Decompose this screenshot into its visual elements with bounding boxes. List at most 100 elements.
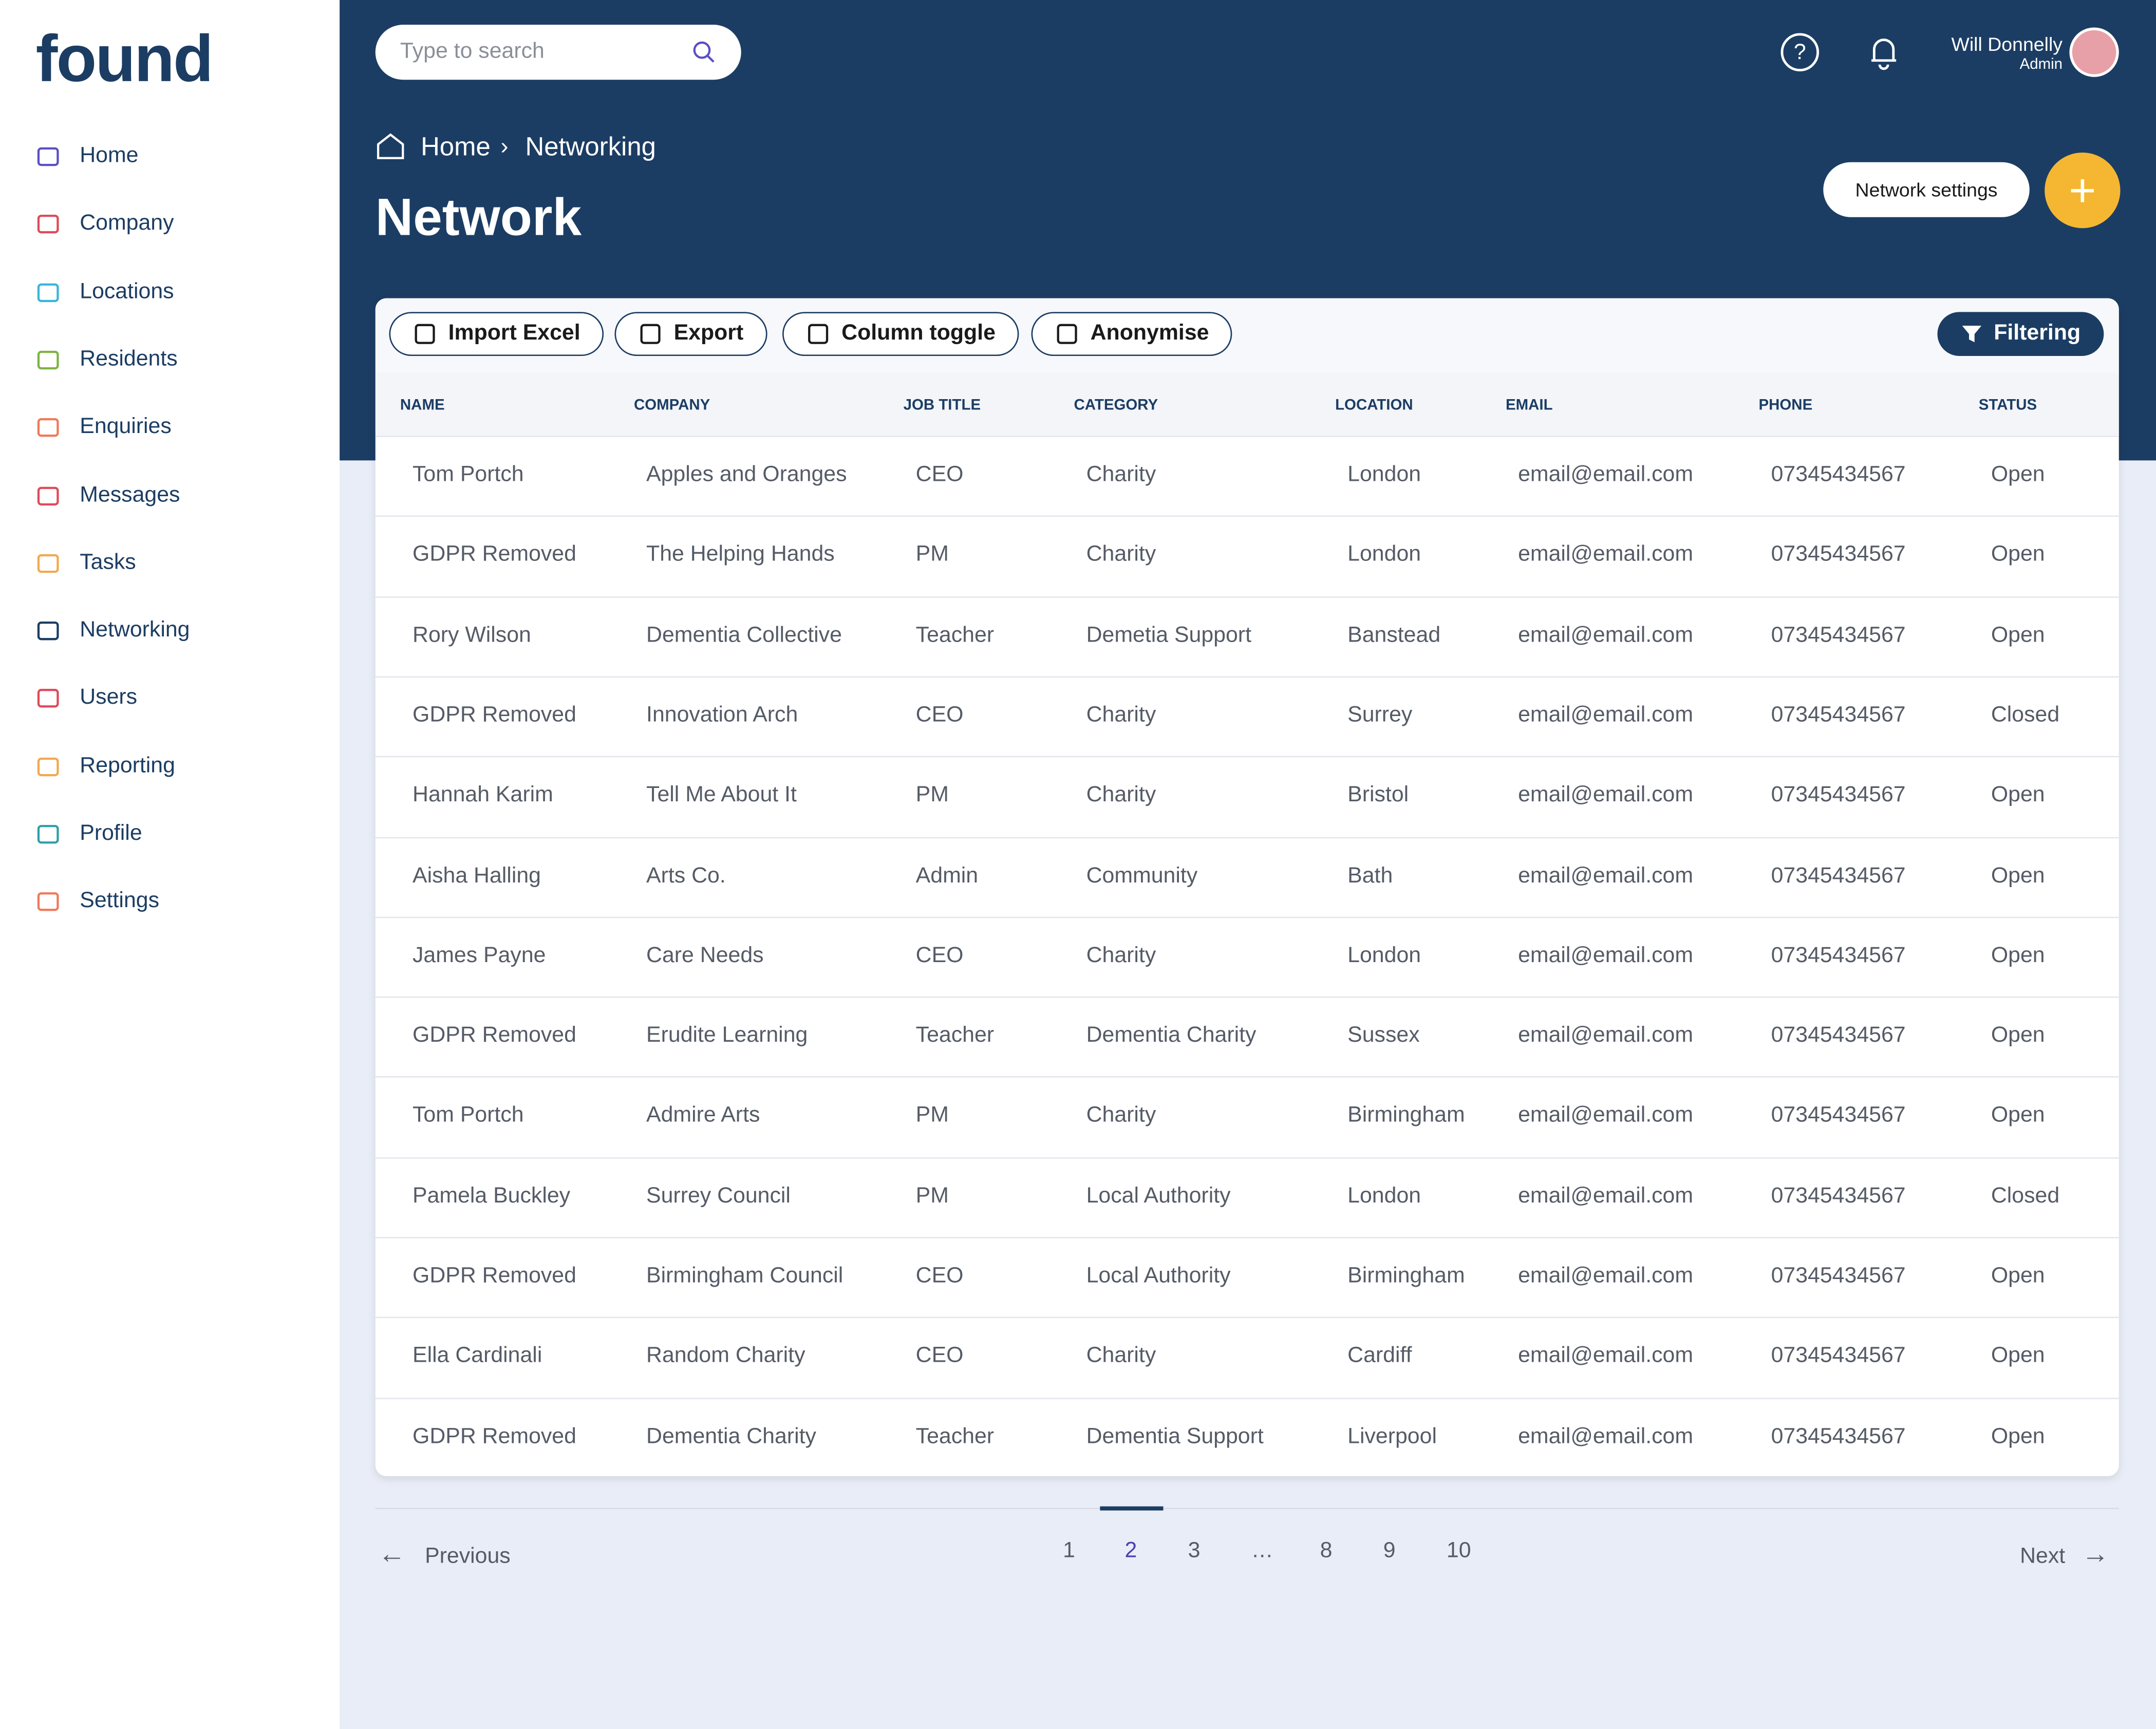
toolbar: Import Excel Export Column toggle Anonymise… — [375, 298, 2119, 373]
table-cell: Liverpool — [1347, 1424, 1437, 1449]
table-row[interactable]: Ella Cardinali Random Charity CEO Charity Ca… — [375, 1317, 2119, 1398]
settings-button[interactable]: Network settings — [1823, 162, 2030, 217]
page-number[interactable]: 9 — [1383, 1539, 1396, 1563]
add-button[interactable]: + — [2045, 153, 2121, 229]
table-cell: Dementia Support — [1086, 1424, 1264, 1449]
table-cell: Charity — [1086, 783, 1156, 807]
table-cell: Teacher — [915, 1024, 995, 1048]
search-box[interactable]: Type to search — [375, 25, 741, 80]
nav-icon — [36, 822, 61, 847]
nav-label: Enquiries — [80, 415, 172, 439]
previous-button[interactable]: ← Previous — [378, 1539, 511, 1571]
toolbar-button[interactable]: Anonymise — [1031, 312, 1232, 356]
notifications-icon — [1863, 32, 1904, 80]
table-cell: Community — [1086, 863, 1198, 888]
next-button[interactable]: Next → — [2020, 1539, 2109, 1571]
nav-item[interactable]: Settings — [36, 886, 159, 918]
column-header[interactable]: STATUS — [1978, 397, 2037, 414]
nav-item[interactable]: Tasks — [36, 547, 136, 579]
table-cell: 07345434567 — [1771, 863, 1906, 888]
nav-item[interactable]: Reporting — [36, 750, 175, 783]
column-header[interactable]: LOCATION — [1335, 397, 1413, 414]
nav-item[interactable]: Home — [36, 140, 139, 173]
user-name: Will Donnelly — [1951, 33, 2063, 55]
table-cell: Pamela Buckley — [413, 1184, 571, 1208]
nav-item[interactable]: Enquiries — [36, 411, 172, 444]
page-number[interactable]: 10 — [1446, 1539, 1471, 1563]
column-header[interactable]: COMPANY — [633, 397, 710, 414]
toolbar-button[interactable]: Import Excel — [389, 312, 604, 356]
table-cell: Closed — [1991, 1184, 2060, 1208]
nav-item[interactable]: Locations — [36, 276, 174, 309]
table-row[interactable]: Pamela Buckley Surrey Council PM Local Auth… — [375, 1157, 2119, 1238]
nav-item[interactable]: Networking — [36, 614, 190, 647]
table-row[interactable]: GDPR Removed Erudite Learning Teacher Demen… — [375, 997, 2119, 1078]
breadcrumb-item[interactable]: Networking — [525, 133, 656, 162]
table-cell: email@email.com — [1518, 703, 1694, 727]
table-cell: email@email.com — [1518, 1344, 1694, 1368]
table-row[interactable]: GDPR Removed Innovation Arch CEO Charity Sur… — [375, 676, 2119, 757]
table-cell: CEO — [915, 944, 964, 968]
table-cell: Hannah Karim — [413, 783, 553, 807]
table-cell: email@email.com — [1518, 543, 1694, 567]
table-cell: email@email.com — [1518, 1184, 1694, 1208]
table-cell: email@email.com — [1518, 863, 1694, 888]
toolbar-button[interactable]: Export — [614, 312, 767, 356]
column-header[interactable]: EMAIL — [1505, 397, 1553, 414]
page-number[interactable]: 2 — [1124, 1539, 1137, 1563]
svg-text:?: ? — [1794, 40, 1806, 64]
toolbar-icon — [413, 322, 437, 346]
filter-button[interactable]: Filtering — [1937, 312, 2104, 356]
table-row[interactable]: James Payne Care Needs CEO Charity London ema… — [375, 916, 2119, 998]
table-cell: Charity — [1086, 463, 1156, 487]
nav-item[interactable]: Company — [36, 208, 174, 241]
avatar[interactable] — [2069, 27, 2119, 77]
nav-label: Networking — [80, 618, 190, 642]
page-number[interactable]: 3 — [1188, 1539, 1201, 1563]
table-cell: email@email.com — [1518, 463, 1694, 487]
filter-label: Filtering — [1994, 322, 2081, 345]
table-cell: Erudite Learning — [646, 1024, 808, 1048]
brand-logo: found — [35, 23, 214, 97]
nav-item[interactable]: Residents — [36, 344, 178, 377]
table-row[interactable]: GDPR Removed The Helping Hands PM Charity Lo… — [375, 516, 2119, 597]
column-header[interactable]: CATEGORY — [1074, 397, 1158, 414]
table-cell: Dementia Charity — [646, 1424, 816, 1449]
nav-item[interactable]: Users — [36, 682, 137, 715]
home-icon — [376, 130, 406, 167]
breadcrumb-separator: › — [500, 133, 509, 160]
table-row[interactable]: Tom Portch Admire Arts PM Charity Birmingham… — [375, 1077, 2119, 1158]
table-cell: Open — [1991, 1424, 2045, 1449]
table-cell: email@email.com — [1518, 1264, 1694, 1288]
table-cell: Open — [1991, 944, 2045, 968]
breadcrumb-item[interactable]: Home — [421, 133, 491, 162]
table-row[interactable]: Hannah Karim Tell Me About It PM Charity Bri… — [375, 756, 2119, 837]
nav-item[interactable]: Profile — [36, 818, 142, 851]
table-row[interactable]: GDPR Removed Birmingham Council CEO Local A… — [375, 1237, 2119, 1318]
toolbar-button[interactable]: Column toggle — [782, 312, 1019, 356]
table-row[interactable]: Tom Portch Apples and Oranges CEO Charity Lo… — [375, 436, 2119, 517]
table-cell: Open — [1991, 1024, 2045, 1048]
nav-icon — [36, 483, 61, 508]
page-number[interactable]: … — [1251, 1539, 1273, 1563]
table-cell: Open — [1991, 863, 2045, 888]
table-row[interactable]: Aisha Halling Arts Co. Admin Community Bath e… — [375, 836, 2119, 917]
page-number[interactable]: 1 — [1063, 1539, 1075, 1563]
table-cell: PM — [915, 543, 949, 567]
nav-icon — [36, 890, 61, 914]
table-cell: Charity — [1086, 703, 1156, 727]
table-cell: Closed — [1991, 703, 2060, 727]
table-row[interactable]: Rory Wilson Dementia Collective Teacher Dem… — [375, 596, 2119, 677]
column-header[interactable]: PHONE — [1758, 397, 1813, 414]
sidebar: found Home Company Locations Residents Enquir… — [0, 0, 340, 1729]
table-cell: The Helping Hands — [646, 543, 835, 567]
table-cell: Demetia Support — [1086, 623, 1251, 647]
column-header[interactable]: JOB TITLE — [903, 397, 981, 414]
page-number[interactable]: 8 — [1320, 1539, 1333, 1563]
table-cell: email@email.com — [1518, 1424, 1694, 1449]
column-header[interactable]: NAME — [400, 397, 445, 414]
nav-label: Profile — [80, 822, 142, 845]
table-row[interactable]: GDPR Removed Dementia Charity Teacher Demen… — [375, 1397, 2119, 1476]
table-cell: 07345434567 — [1771, 1424, 1906, 1449]
nav-item[interactable]: Messages — [36, 479, 180, 512]
